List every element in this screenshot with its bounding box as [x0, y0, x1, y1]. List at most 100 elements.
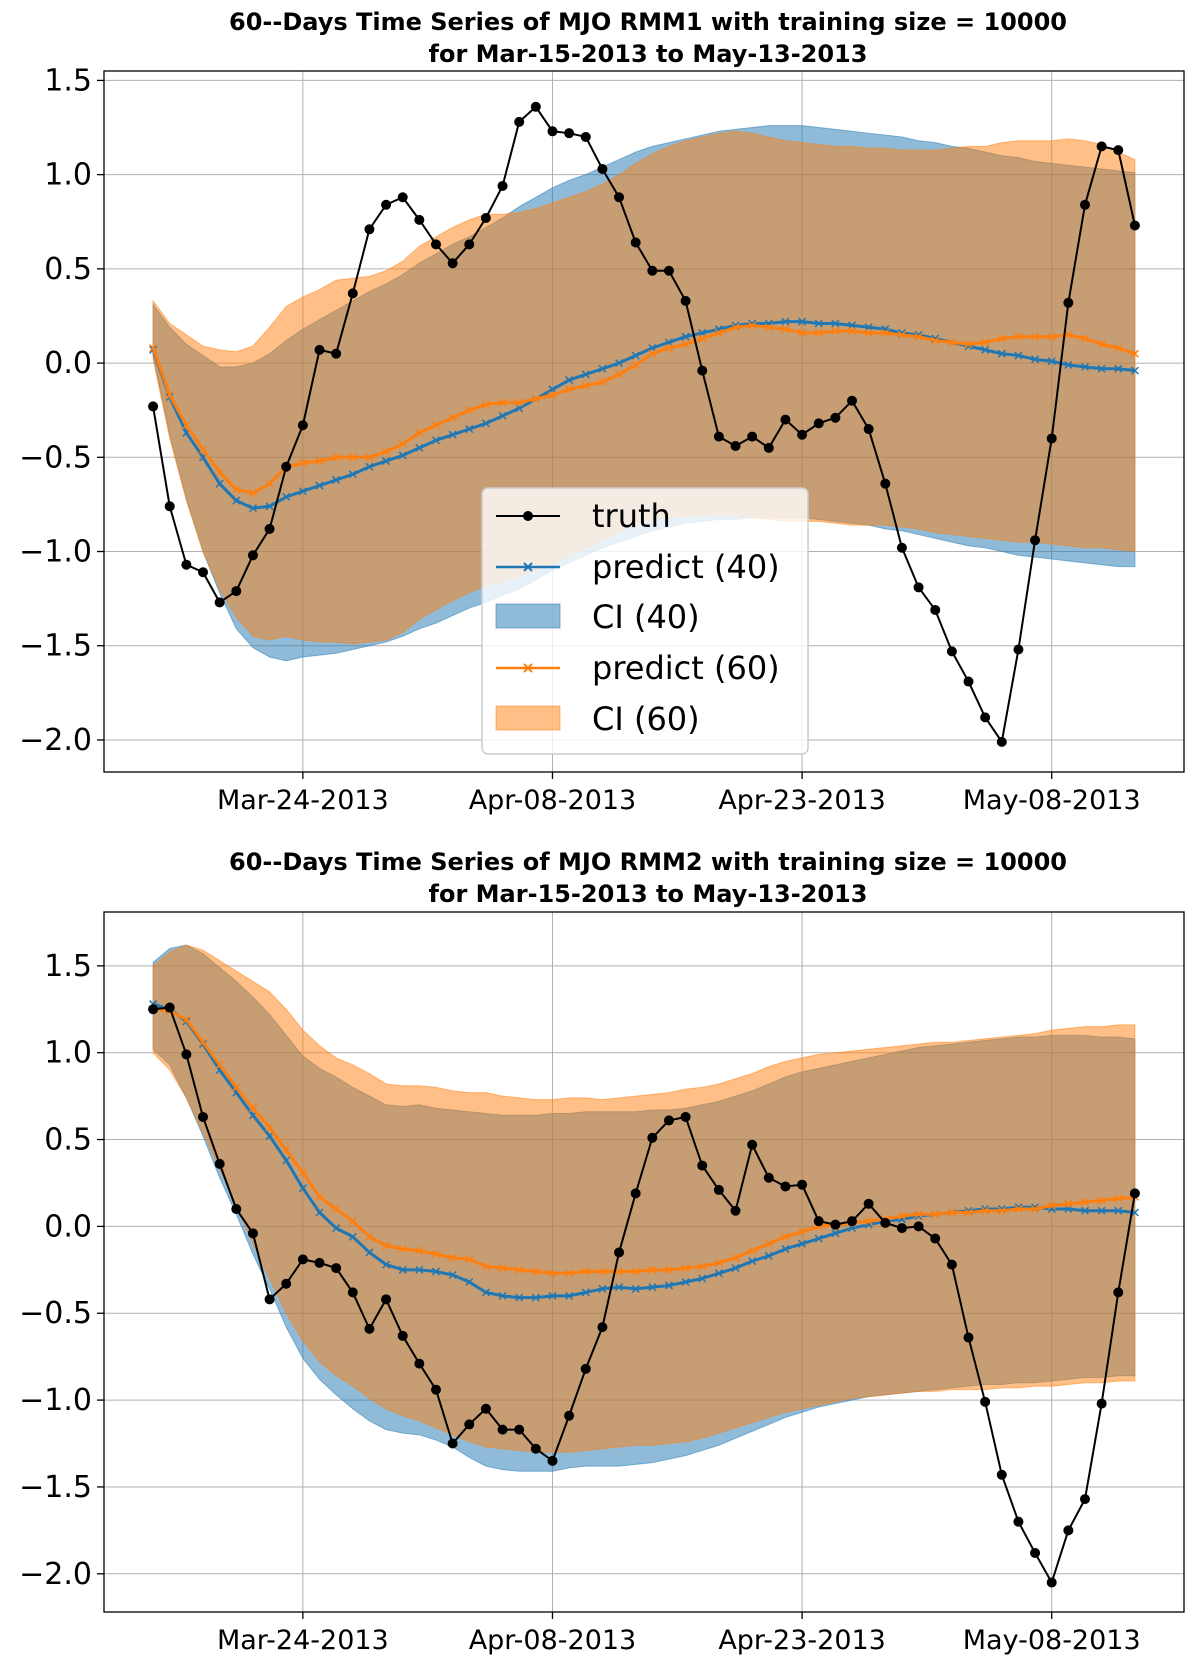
predict40-point	[781, 317, 790, 326]
truth-point	[397, 192, 408, 203]
truth-point	[647, 1132, 658, 1143]
legend-predict40-marker	[523, 562, 533, 572]
truth-point	[630, 1188, 641, 1199]
predict60-point	[248, 1104, 257, 1113]
predict60-point	[348, 1217, 357, 1226]
predict60-point	[531, 394, 540, 403]
predict60-point	[248, 489, 257, 498]
x-tick-label: Mar-24-2013	[217, 1625, 389, 1656]
predict40-point	[798, 317, 807, 326]
predict40-point	[598, 1284, 607, 1293]
predict60-point	[731, 1253, 740, 1262]
truth-point	[614, 192, 625, 203]
truth-point	[497, 1424, 508, 1435]
truth-point	[863, 424, 874, 435]
truth-point	[414, 1358, 425, 1369]
predict40-point	[315, 1208, 324, 1217]
predict40-point	[282, 1156, 291, 1165]
predict60-point	[1097, 340, 1106, 349]
predict60-point	[298, 1168, 307, 1177]
predict60-point	[1130, 349, 1139, 358]
ci60-band	[152, 944, 1136, 1453]
predict60-point	[382, 1241, 391, 1250]
predict60-point	[431, 421, 441, 430]
predict40-point	[631, 351, 640, 360]
predict40-point	[1080, 1206, 1090, 1215]
predict40-point	[581, 370, 590, 379]
truth-point	[1046, 433, 1057, 444]
truth-point	[913, 582, 924, 593]
predict60-point	[198, 445, 208, 454]
truth-point	[247, 550, 258, 561]
predict60-point	[398, 1244, 407, 1254]
y-tick-label: −2.0	[19, 1557, 92, 1592]
legend-ci40-label: CI (40)	[592, 598, 700, 636]
predict40-point	[315, 481, 324, 490]
predict60-point	[631, 1267, 640, 1276]
predict40-point	[1064, 360, 1073, 369]
truth-point	[480, 212, 491, 223]
predict60-point	[1031, 1204, 1040, 1214]
confidence-bands	[152, 125, 1136, 662]
predict40-point	[1114, 1206, 1123, 1215]
predict60-point	[182, 1015, 191, 1024]
x-tick-label: Apr-08-2013	[469, 1625, 637, 1656]
predict60-point	[315, 1192, 324, 1201]
truth-point	[381, 1294, 392, 1305]
truth-point	[980, 712, 991, 723]
truth-point	[430, 1384, 441, 1395]
truth-point	[1046, 1577, 1057, 1588]
predict60-point	[498, 398, 507, 407]
predict60-point	[947, 1208, 956, 1217]
truth-point	[730, 1205, 741, 1216]
predict60-point	[598, 377, 607, 386]
predict40-point	[1114, 364, 1123, 373]
predict60-point	[565, 385, 574, 394]
predict40-point	[631, 1284, 640, 1293]
truth-line	[152, 105, 1136, 743]
predict60-point	[182, 421, 191, 430]
axis-ticks: −2.0 −1.5 −1.0 −0.5 0.0 0.5 1.0 1.5 Mar-24-2013 A…	[19, 63, 1141, 816]
y-tick-label: −1.5	[19, 629, 92, 664]
axis-ticks: −2.0 −1.5 −1.0 −0.5 0.0 0.5 1.0 1.5 Mar-24-2013 A…	[19, 949, 1141, 1656]
predict60-line	[151, 323, 1136, 495]
predict60-point	[698, 334, 707, 343]
predict40-point	[265, 1132, 274, 1141]
predict60-point	[615, 370, 624, 379]
truth-point	[863, 1198, 874, 1209]
truth-point	[514, 1424, 525, 1435]
truth-point	[347, 1287, 358, 1298]
truth-point	[447, 1438, 458, 1449]
predict60-point	[814, 328, 823, 337]
predict60-point	[515, 1265, 524, 1274]
predict40-point	[714, 1269, 723, 1278]
predict40-point	[615, 359, 624, 368]
truth-point	[214, 1158, 225, 1169]
predict40-point	[332, 475, 341, 484]
predict40-point	[748, 1257, 757, 1266]
truth-point	[297, 1254, 308, 1265]
predict60-point	[149, 343, 158, 353]
truth-point	[830, 412, 841, 423]
predict40-point	[265, 502, 274, 511]
truth-point	[181, 1049, 192, 1060]
y-tick-label: −0.5	[19, 1296, 92, 1331]
truth-point	[1079, 199, 1090, 210]
truth-point	[464, 1419, 475, 1430]
truth-point	[1129, 1188, 1140, 1199]
truth-point	[747, 1139, 758, 1150]
predict60-point	[548, 1269, 557, 1278]
truth-point	[264, 1294, 275, 1305]
y-tick-label: 0.5	[44, 252, 92, 287]
truth-point	[896, 542, 907, 553]
rmm1-chart: 60--Days Time Series of MJO RMM1 with tr…	[19, 8, 1185, 816]
predict60-point	[847, 327, 857, 336]
predict40-point	[1097, 364, 1106, 373]
truth-point	[630, 237, 641, 248]
truth-point	[314, 1257, 325, 1268]
predict60-point	[698, 1262, 707, 1271]
truth-point	[647, 265, 658, 276]
truth-point	[597, 1322, 608, 1333]
predict40-point	[981, 345, 990, 354]
predict60-point	[215, 1060, 224, 1069]
